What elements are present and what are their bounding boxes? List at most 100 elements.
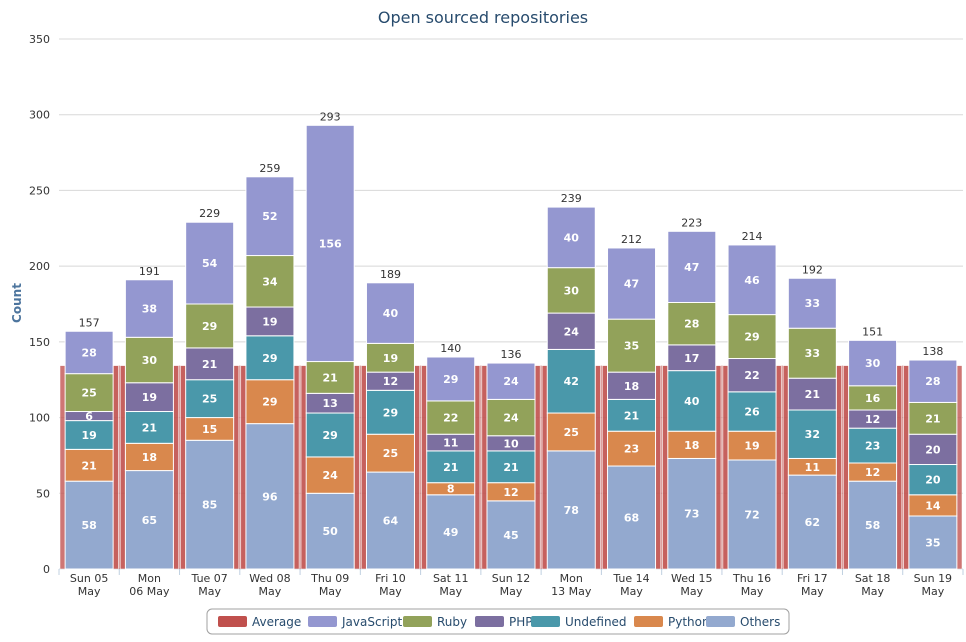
bar-segment-undefined[interactable] — [787, 409, 837, 459]
segment-value-label: 58 — [81, 519, 96, 532]
legend-swatch[interactable] — [706, 616, 735, 627]
bar-segment-ruby[interactable] — [787, 327, 837, 379]
legend-label[interactable]: PHP — [509, 615, 533, 629]
segment-value-label: 21 — [925, 412, 940, 425]
bar-segment-php[interactable] — [727, 358, 777, 393]
bar-segment-others[interactable] — [185, 439, 235, 570]
bar-segment-javascript[interactable] — [245, 176, 295, 257]
bar-segment-php[interactable] — [124, 382, 174, 413]
bar-segment-ruby[interactable] — [607, 318, 657, 373]
bar-segment-python[interactable] — [124, 442, 174, 472]
x-tick-label: Fri 10 — [375, 572, 406, 585]
bar-segment-undefined[interactable] — [124, 411, 174, 444]
bar-segment-javascript[interactable] — [848, 339, 898, 387]
bar-segment-others[interactable] — [727, 459, 777, 570]
bar-segment-undefined[interactable] — [245, 335, 295, 381]
segment-value-label: 30 — [865, 357, 881, 370]
bar-segment-javascript[interactable] — [546, 206, 596, 269]
bar-segment-javascript[interactable] — [185, 221, 235, 305]
bar-segment-others[interactable] — [787, 474, 837, 570]
legend-label[interactable]: JavaScript — [341, 615, 402, 629]
bar-segment-javascript[interactable] — [908, 359, 958, 403]
segment-value-label: 72 — [744, 508, 759, 521]
bar-segment-undefined[interactable] — [908, 464, 958, 496]
legend-swatch[interactable] — [475, 616, 504, 627]
x-tick-label: 06 May — [129, 585, 170, 598]
bar-segment-others[interactable] — [546, 450, 596, 570]
bar-segment-python[interactable] — [365, 433, 415, 473]
bar-segment-javascript[interactable] — [426, 356, 476, 402]
bar-segment-others[interactable] — [607, 465, 657, 570]
legend-label[interactable]: Average — [252, 615, 301, 629]
segment-value-label: 15 — [202, 423, 217, 436]
bar-segment-others[interactable] — [124, 470, 174, 570]
legend-swatch[interactable] — [218, 616, 247, 627]
bar-segment-undefined[interactable] — [185, 379, 235, 419]
bar-segment-others[interactable] — [908, 515, 958, 570]
bar-segment-others[interactable] — [486, 500, 536, 570]
bar-segment-php[interactable] — [667, 344, 717, 372]
legend-swatch[interactable] — [531, 616, 560, 627]
legend-label[interactable]: Undefined — [565, 615, 627, 629]
bar-segment-ruby[interactable] — [305, 361, 355, 394]
bar-segment-python[interactable] — [546, 412, 596, 452]
y-tick-label: 100 — [29, 412, 50, 425]
bar-segment-ruby[interactable] — [486, 398, 536, 437]
segment-value-label: 34 — [262, 275, 278, 288]
bar-segment-others[interactable] — [245, 423, 295, 570]
bar-segment-javascript[interactable] — [486, 362, 536, 400]
bar-segment-others[interactable] — [305, 492, 355, 570]
segment-value-label: 19 — [142, 391, 157, 404]
segment-value-label: 35 — [624, 340, 639, 353]
bar-segment-javascript[interactable] — [607, 247, 657, 320]
legend-label[interactable]: Python — [668, 615, 710, 629]
x-tick-label: Sun 19 — [914, 572, 952, 585]
segment-value-label: 6 — [85, 410, 93, 423]
bar-segment-ruby[interactable] — [124, 336, 174, 384]
bar-total-label: 136 — [501, 348, 522, 361]
bar-segment-others[interactable] — [667, 457, 717, 570]
bar-segment-undefined[interactable] — [426, 450, 476, 484]
legend[interactable]: Average JavaScript Ruby PHP Undefined Python O… — [206, 608, 790, 635]
bar-segment-ruby[interactable] — [908, 401, 958, 435]
bar-segment-javascript[interactable] — [365, 282, 415, 344]
bar-segment-javascript[interactable] — [64, 330, 114, 375]
bar-segment-undefined[interactable] — [848, 427, 898, 464]
bar-segment-python[interactable] — [305, 456, 355, 494]
segment-value-label: 14 — [925, 499, 941, 512]
bar-segment-ruby[interactable] — [64, 373, 114, 413]
bar-segment-undefined[interactable] — [305, 412, 355, 458]
bar-segment-php[interactable] — [546, 312, 596, 350]
bar-segment-undefined[interactable] — [727, 391, 777, 432]
segment-value-label: 47 — [684, 261, 699, 274]
legend-swatch[interactable] — [308, 616, 337, 627]
bar-segment-python[interactable] — [727, 430, 777, 461]
legend-swatch[interactable] — [403, 616, 432, 627]
bar-segment-python[interactable] — [667, 430, 717, 459]
bar-segment-ruby[interactable] — [245, 255, 295, 308]
bar-segment-undefined[interactable] — [546, 348, 596, 414]
y-axis-label: Count — [10, 283, 24, 323]
bar-segment-javascript[interactable] — [124, 279, 174, 338]
legend-swatch[interactable] — [634, 616, 663, 627]
bar-segment-ruby[interactable] — [365, 342, 415, 373]
bar-segment-undefined[interactable] — [365, 389, 415, 435]
bar-segment-javascript[interactable] — [667, 230, 717, 303]
bar-segment-undefined[interactable] — [667, 370, 717, 432]
legend-label[interactable]: Others — [740, 615, 780, 629]
x-tick-label: Mon — [560, 572, 583, 585]
legend-label[interactable]: Ruby — [437, 615, 467, 629]
y-tick-label: 50 — [36, 487, 50, 500]
segment-value-label: 28 — [81, 346, 96, 359]
bars[interactable]: 5821196252815765182119303819185152521295… — [64, 110, 958, 570]
bar-segment-python[interactable] — [607, 430, 657, 467]
bar-segment-javascript[interactable] — [787, 277, 837, 329]
bar-segment-python[interactable] — [245, 379, 295, 425]
bar-segment-javascript[interactable] — [305, 124, 355, 363]
bar-segment-others[interactable] — [426, 494, 476, 570]
bar-total-label: 229 — [199, 207, 220, 220]
bar-segment-ruby[interactable] — [667, 301, 717, 346]
bar-segment-php[interactable] — [245, 306, 295, 337]
bar-segment-javascript[interactable] — [727, 244, 777, 316]
